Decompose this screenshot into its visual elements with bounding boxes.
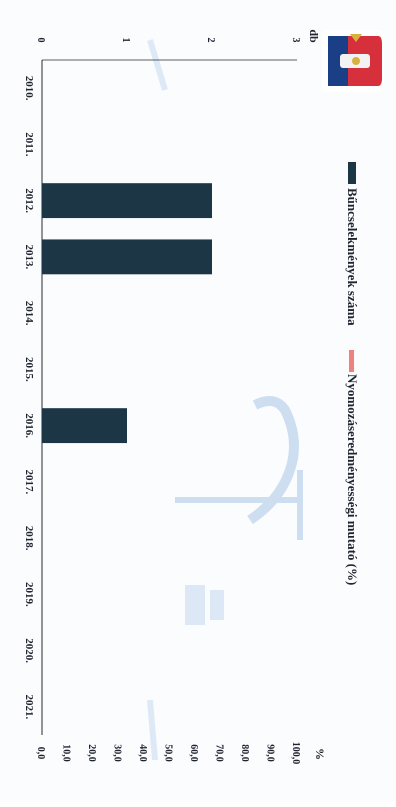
right-axis-tick: 50,0 (163, 744, 174, 762)
right-axis-tick: 10,0 (61, 744, 72, 762)
left-axis-tick: 0 (35, 38, 46, 43)
left-axis-label: db (307, 29, 321, 43)
right-axis-tick: 20,0 (86, 744, 97, 762)
bar-2012 (42, 183, 212, 219)
category-label: 2019. (23, 582, 35, 607)
category-label: 2012. (23, 188, 35, 213)
bar-2013 (42, 239, 212, 275)
right-axis-ticks: 0,0 10,0 20,0 30,0 40,0 50,0 60,0 70,0 80,0 90,0 1… (35, 742, 301, 765)
coat-of-arms-logo (322, 30, 384, 92)
right-axis-tick: 100,0 (290, 742, 301, 765)
category-label: 2014. (23, 301, 35, 326)
watermark (147, 39, 303, 761)
legend-swatch-clearance-rate (349, 350, 354, 372)
bar-2016 (42, 408, 127, 444)
category-label: 2020. (23, 638, 35, 663)
right-axis-tick: 30,0 (112, 744, 123, 762)
legend-swatch-crime-count (348, 162, 356, 184)
right-axis-label: % (313, 748, 327, 760)
bars-group (42, 183, 212, 444)
category-label: 2013. (23, 245, 35, 270)
right-axis-tick: 90,0 (265, 744, 276, 762)
left-axis-tick: 2 (205, 38, 216, 43)
category-label: 2017. (23, 470, 35, 495)
category-label: 2021. (23, 695, 35, 720)
right-axis-tick: 40,0 (137, 744, 148, 762)
left-axis-tick: 1 (120, 38, 131, 43)
category-label: 2010. (23, 76, 35, 101)
left-axis-tick: 3 (290, 38, 301, 43)
right-axis-tick: 70,0 (214, 744, 225, 762)
category-label: 2016. (23, 413, 35, 438)
legend-label-clearance-rate: Nyomozáseredményességi mutató (%) (345, 374, 360, 585)
legend-label-crime-count: Bűncselekmények száma (345, 188, 360, 326)
legend: Bűncselekmények száma Nyomozáseredményes… (345, 162, 360, 585)
right-axis-tick: 80,0 (239, 744, 250, 762)
right-axis-tick: 60,0 (188, 744, 199, 762)
chart-plot: 2010. 2011. 2012. 2013. 2014. 2015. 2016. 2017.… (23, 29, 360, 764)
category-label: 2015. (23, 357, 35, 382)
category-label: 2018. (23, 526, 35, 551)
left-axis-ticks: 0 1 2 3 (35, 38, 301, 43)
category-label: 2011. (23, 132, 35, 156)
right-axis-tick: 0,0 (35, 747, 46, 760)
category-ticks: 2010. 2011. 2012. 2013. 2014. 2015. 2016. 2017.… (23, 76, 35, 720)
